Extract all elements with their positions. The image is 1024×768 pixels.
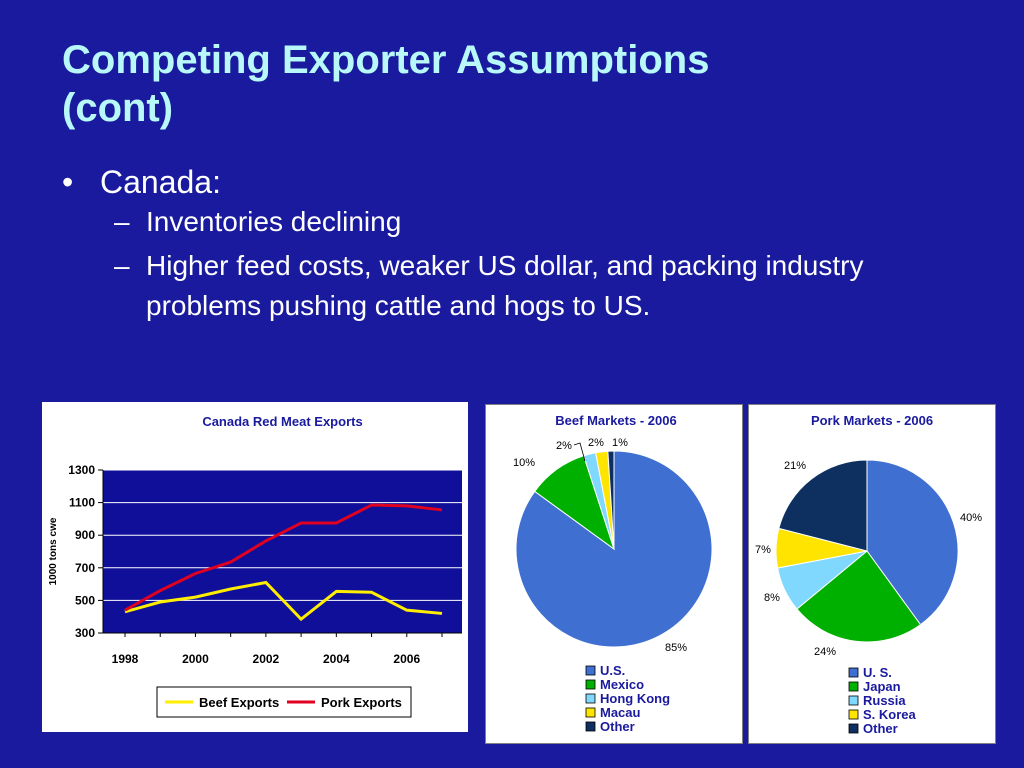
pie-slice [796,550,922,643]
y-tick-label: 500 [75,593,95,607]
legend-swatch [585,693,596,704]
x-tick-label: 1998 [112,652,139,666]
pork-pie-chart: Pork Markets - 2006 40% 24% 8% 7% 21% U. S.Jap… [755,413,982,736]
sub-bullet-text: Higher feed costs, weaker US dollar, and… [146,250,864,321]
legend-label: Pork Exports [321,695,402,710]
pie-data-label: 21% [784,460,806,472]
y-tick-label: 1300 [68,463,95,477]
pie-slice [866,459,959,626]
legend-label: Macau [600,705,641,720]
legend-label: Beef Exports [199,695,279,710]
pie-slice [607,450,615,550]
legend-swatch [848,709,859,720]
sub-bullet-1: – Inventories declining [62,202,906,242]
y-tick-label: 900 [75,528,95,542]
title-line-2: (cont) [62,86,174,130]
legend-label: Other [863,721,898,736]
sub-bullet-2: – Higher feed costs, weaker US dollar, a… [62,246,906,326]
pie-title: Beef Markets - 2006 [555,413,676,428]
series-line-pork [124,503,443,612]
legend-label: Hong Kong [600,691,670,706]
leader-line [573,442,586,462]
legend-label: Russia [863,693,906,708]
plot-area [103,470,462,633]
pork-pie-panel: Pork Markets - 2006 40% 24% 8% 7% 21% U. S. Jap… [748,404,996,744]
title-line-1: Competing Exporter Assumptions [62,38,710,82]
legend-swatch [585,721,596,732]
y-axis-label: 1000 tons cwe [48,517,59,585]
pie-data-label: 8% [764,592,780,604]
legend-label: Mexico [600,677,644,692]
x-tick-label: 2006 [393,652,420,666]
pie-data-label: 24% [814,646,836,658]
y-tick-label: 700 [75,561,95,575]
bullet-list: • Canada: – Inventories declining – High… [62,162,962,326]
chart-title: Canada Red Meat Exports [202,414,362,429]
legend-swatch [585,679,596,690]
pie-slice [778,459,868,552]
line-chart: Canada Red Meat Exports 1300 1100 900 700 500… [48,414,462,718]
x-tick-label: 2000 [182,652,209,666]
legend-swatch [585,707,596,718]
x-tick-label: 2002 [253,652,280,666]
y-tick-label: 1100 [69,496,95,510]
legend-label: Other [600,719,635,734]
legend-label: Japan [863,679,901,694]
series-line-beef [124,580,443,622]
bullet-canada: • Canada: [62,162,962,202]
sub-bullet-text: Inventories declining [146,206,402,237]
pie-data-label: 7% [755,544,771,556]
pie-data-label: 2% [556,440,572,452]
legend-swatch [585,665,596,676]
dash-marker: – [114,206,130,237]
bullet-marker: • [62,164,74,200]
legend-swatch [848,681,859,692]
pie-data-label: 10% [513,457,535,469]
x-tick-label: 2004 [323,652,350,666]
pie-data-label: 85% [665,642,687,654]
legend-label: U. S. [863,665,892,680]
beef-pie-chart: Beef Markets - 2006 85% 10% 2% 2% 1% U.S.Mexic… [513,413,713,734]
beef-pie-panel: Beef Markets - 2006 85% 10% 2% 2% 1% U.S. Mexic… [485,404,743,744]
legend-swatch [848,667,859,678]
bullet-text: Canada: [100,164,221,200]
legend-swatch [848,695,859,706]
pie-title: Pork Markets - 2006 [811,413,933,428]
legend-box [156,686,412,718]
pie-data-label: 1% [612,437,628,449]
slide-title: Competing Exporter Assumptions (cont) [62,36,962,132]
line-chart-panel: Canada Red Meat Exports 1300 1100 900 700 500… [42,402,468,732]
legend-label: S. Korea [863,707,917,722]
y-tick-label: 300 [75,626,95,640]
pie-data-label: 2% [588,437,604,449]
legend-swatch [848,723,859,734]
legend-label: U.S. [600,663,625,678]
pie-data-label: 40% [960,512,982,524]
dash-marker: – [114,250,130,281]
